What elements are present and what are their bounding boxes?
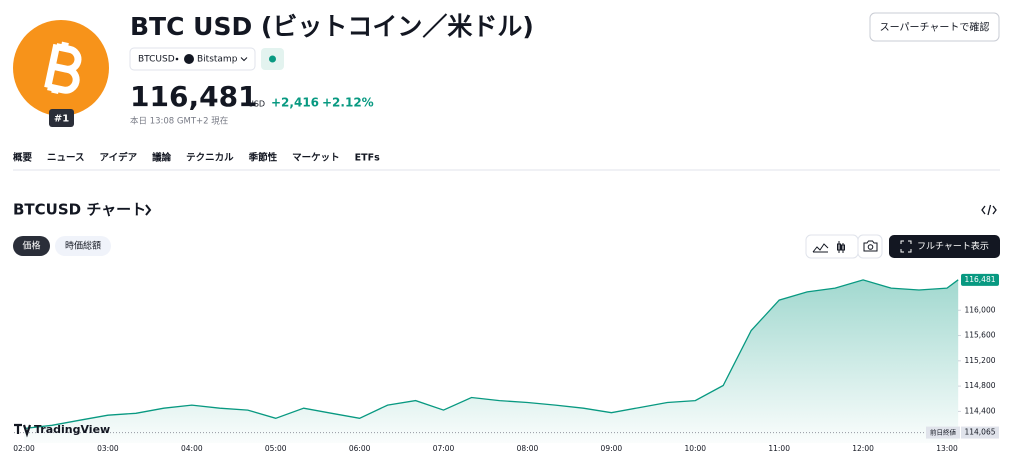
change-percent: +2.12% bbox=[322, 96, 374, 110]
price-line bbox=[23, 279, 959, 430]
x-tick-label: 12:00 bbox=[852, 444, 874, 453]
tab[interactable]: マーケット bbox=[292, 153, 340, 164]
price: 116,481 bbox=[130, 80, 258, 113]
x-tick-label: 04:00 bbox=[181, 444, 203, 453]
x-tick-label: 03:00 bbox=[97, 444, 119, 453]
y-tick-label: 114,800 bbox=[964, 381, 995, 390]
full-chart-button[interactable] bbox=[889, 235, 1000, 258]
tab[interactable]: アイデア bbox=[100, 152, 138, 164]
supercharts-label: スーパーチャートで確認 bbox=[880, 21, 990, 34]
y-tick-label: 114,400 bbox=[964, 406, 995, 415]
x-tick-label: 09:00 bbox=[601, 444, 623, 453]
y-tick-label: 115,600 bbox=[964, 331, 995, 340]
rank-badge bbox=[49, 109, 74, 127]
tab[interactable]: ニュース bbox=[47, 153, 85, 164]
supercharts-button[interactable] bbox=[869, 12, 1000, 42]
title: BTC USD (ビットコイン／米ドル) bbox=[130, 12, 534, 41]
last-price-label: 116,481 bbox=[964, 275, 995, 284]
tab[interactable]: 概要 bbox=[13, 152, 33, 164]
tv-logo-mark bbox=[14, 423, 32, 438]
embed-icon[interactable] bbox=[981, 204, 997, 216]
timestamp: 本日 13:08 GMT+2 現在 bbox=[130, 116, 228, 127]
x-tick-label: 05:00 bbox=[265, 444, 287, 453]
x-tick-label: 07:00 bbox=[433, 444, 455, 453]
chip-label: 時価総額 bbox=[65, 240, 101, 252]
candle-icon bbox=[837, 241, 845, 253]
full-chart-label: フルチャート表示 bbox=[917, 240, 989, 252]
prev-close-box bbox=[961, 426, 999, 439]
prev-close-tag bbox=[926, 426, 960, 439]
rank: #1 bbox=[54, 114, 69, 125]
tab[interactable]: 議論 bbox=[152, 152, 172, 164]
chart-heading[interactable]: BTCUSD チャート bbox=[13, 201, 146, 219]
currency: USD bbox=[248, 100, 265, 109]
x-tick-label: 11:00 bbox=[768, 444, 790, 453]
x-tick-label: 06:00 bbox=[349, 444, 371, 453]
watermark: TradingView bbox=[34, 423, 110, 436]
prev-close-text: 前日終値 bbox=[930, 428, 957, 437]
tab[interactable]: テクニカル bbox=[186, 153, 234, 164]
status-dot bbox=[269, 55, 276, 63]
expand-icon bbox=[900, 240, 912, 253]
area bbox=[24, 279, 959, 443]
chip[interactable] bbox=[55, 236, 111, 256]
heading-chevron bbox=[145, 204, 152, 216]
x-tick-label: 10:00 bbox=[684, 444, 706, 453]
y-tick-label: 115,200 bbox=[964, 356, 995, 365]
y-tick-label: 116,000 bbox=[964, 305, 995, 314]
prev-close-label: 114,065 bbox=[964, 428, 995, 437]
last-price-box bbox=[961, 273, 999, 286]
chart-style-toggle[interactable] bbox=[805, 234, 859, 259]
x-tick-label: 02:00 bbox=[13, 444, 35, 453]
snapshot-button[interactable] bbox=[857, 234, 883, 259]
tab[interactable]: 季節性 bbox=[248, 152, 278, 164]
symbol: BTCUSD bbox=[138, 55, 175, 65]
change: +2,416 bbox=[271, 96, 319, 110]
chip-active[interactable] bbox=[13, 236, 50, 256]
logo-glyph bbox=[44, 41, 82, 94]
exchange-icon bbox=[184, 54, 194, 64]
separator bbox=[175, 57, 179, 61]
exchange: Bitstamp bbox=[197, 55, 238, 65]
chevron bbox=[240, 57, 248, 62]
x-tick-label: 08:00 bbox=[517, 444, 539, 453]
camera-icon bbox=[863, 240, 878, 252]
camera-lens bbox=[867, 244, 874, 250]
x-tick-label: 13:00 bbox=[936, 444, 958, 453]
tab[interactable]: ETFs bbox=[355, 153, 380, 164]
chip-label: 価格 bbox=[22, 240, 40, 252]
area-icon bbox=[812, 243, 829, 253]
